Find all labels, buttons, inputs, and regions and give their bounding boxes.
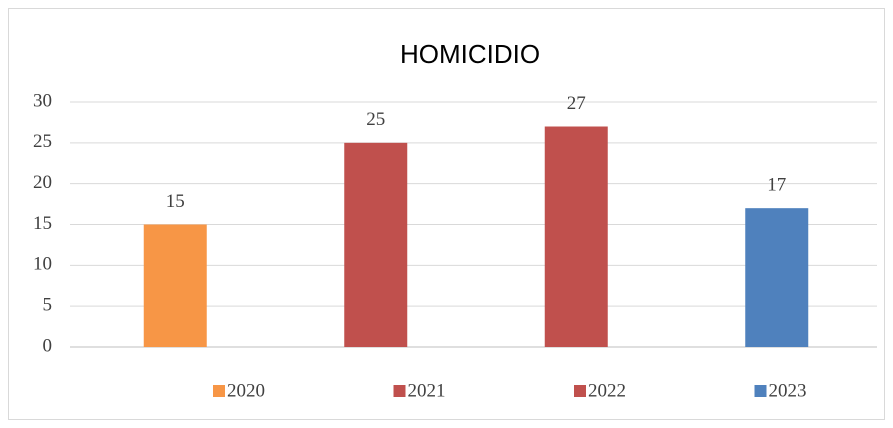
chart-border <box>8 8 885 420</box>
data-label: 27 <box>567 93 586 114</box>
legend-label: 2021 <box>408 380 446 401</box>
legend-label: 2023 <box>769 380 807 401</box>
y-tick-label: 20 <box>33 172 52 193</box>
legend-swatch <box>574 385 586 397</box>
y-tick-label: 10 <box>33 254 52 275</box>
y-tick-label: 25 <box>33 131 52 152</box>
chart-title: HOMICIDIO <box>400 39 540 69</box>
y-tick-label: 30 <box>33 90 52 111</box>
bar <box>344 142 408 347</box>
legend-swatch <box>393 385 406 397</box>
y-tick-label: 15 <box>33 213 52 234</box>
legend-swatch <box>213 385 225 397</box>
legend-label: 2022 <box>588 380 626 401</box>
data-label: 15 <box>166 191 185 212</box>
bar <box>544 126 608 347</box>
data-label: 25 <box>366 109 385 130</box>
data-label: 17 <box>767 175 786 196</box>
y-tick-label: 0 <box>43 335 53 356</box>
bar <box>745 208 809 347</box>
bar <box>143 224 207 347</box>
legend-label: 2020 <box>227 380 265 401</box>
legend-swatch <box>754 385 767 397</box>
y-tick-label: 5 <box>43 295 53 316</box>
